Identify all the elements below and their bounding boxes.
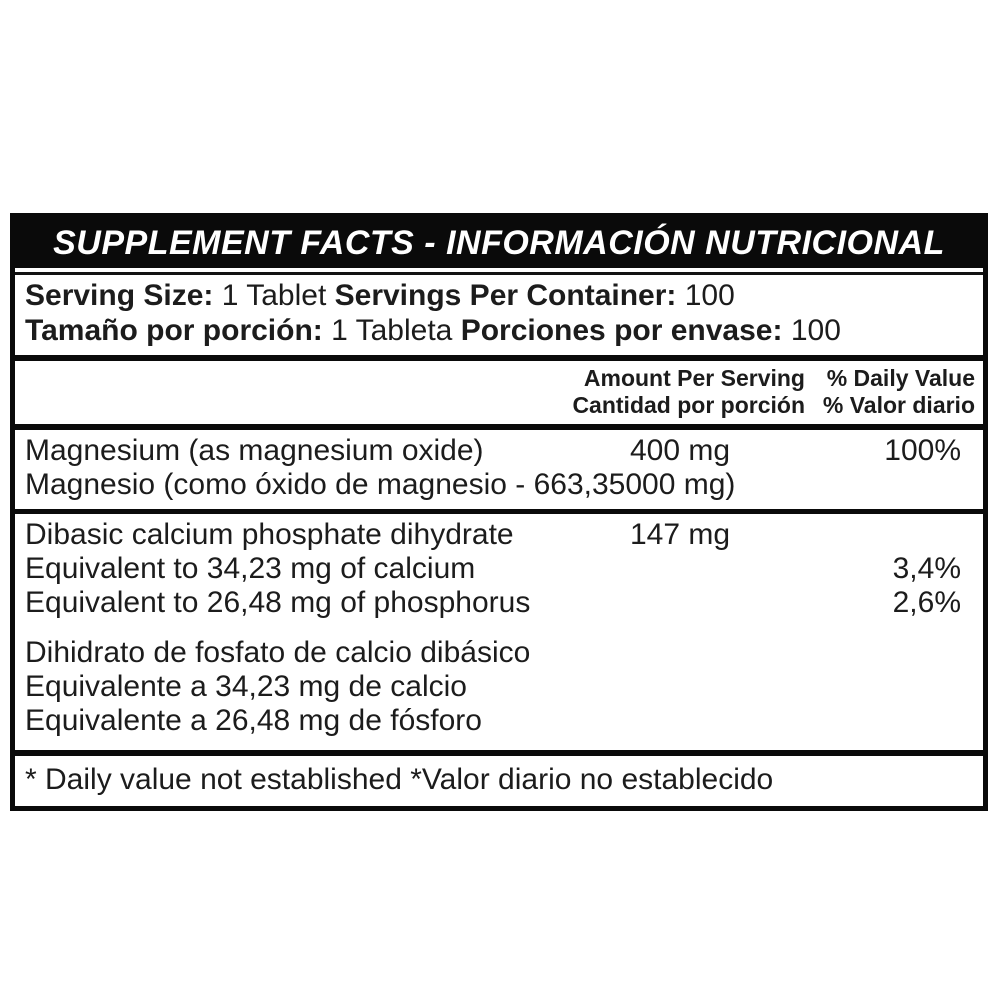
supplement-facts-label: SUPPLEMENT FACTS - INFORMACIÓN NUTRICION… bbox=[10, 213, 988, 811]
nutrient-name: Dihidrato de fosfato de calcio dibásico bbox=[25, 636, 531, 669]
nutrient-line: Magnesio (como óxido de magnesio - 663,3… bbox=[15, 468, 983, 502]
daily-value-header-es: % Valor diario bbox=[822, 392, 975, 418]
servings-per-container-value-en: 100 bbox=[684, 279, 735, 312]
nutrient-amount bbox=[630, 468, 865, 502]
nutrient-daily-value bbox=[865, 518, 983, 552]
label-title: SUPPLEMENT FACTS - INFORMACIÓN NUTRICION… bbox=[53, 223, 945, 262]
servings-per-container-label-es: Porciones por envase: bbox=[460, 314, 783, 347]
nutrient-daily-value bbox=[865, 468, 983, 502]
serving-size-value-en: 1 Tablet bbox=[221, 279, 327, 312]
serving-section: Serving Size: 1 Tablet Servings Per Cont… bbox=[15, 272, 983, 361]
amount-per-serving-header-en: Amount Per Serving bbox=[583, 365, 805, 391]
nutrient-line: Equivalente a 34,23 mg de calcio bbox=[15, 670, 983, 704]
nutrient-amount bbox=[630, 586, 865, 620]
label-title-bar: SUPPLEMENT FACTS - INFORMACIÓN NUTRICION… bbox=[15, 218, 983, 268]
serving-size-label-en: Serving Size: bbox=[25, 279, 214, 312]
servings-per-container-value-es: 100 bbox=[790, 314, 841, 347]
nutrient-name: Equivalente a 26,48 mg de fósforo bbox=[25, 704, 482, 737]
nutrient-line: Equivalente a 26,48 mg de fósforo bbox=[15, 704, 983, 738]
nutrient-amount bbox=[630, 552, 865, 586]
nutrient-daily-value: 2,6% bbox=[892, 586, 961, 619]
amount-per-serving-header-es: Cantidad por porción bbox=[572, 392, 805, 418]
nutrient-daily-value: 100% bbox=[884, 434, 961, 467]
servings-per-container-label-en: Servings Per Container: bbox=[334, 279, 677, 312]
nutrient-name: Equivalente a 34,23 mg de calcio bbox=[25, 670, 467, 703]
column-header-line-es: Cantidad por porción % Valor diario bbox=[15, 392, 983, 419]
serving-line-es: Tamaño por porción: 1 Tableta Porciones … bbox=[25, 313, 973, 348]
nutrient-line: Equivalent to 26,48 mg of phosphorus 2,6… bbox=[15, 586, 983, 620]
nutrient-daily-value: 3,4% bbox=[892, 552, 961, 585]
nutrient-row-magnesium: Magnesium (as magnesium oxide) 400 mg 10… bbox=[15, 430, 983, 514]
nutrient-amount bbox=[630, 704, 865, 738]
nutrient-daily-value bbox=[865, 670, 983, 704]
nutrient-amount bbox=[630, 670, 865, 704]
nutrient-daily-value bbox=[865, 636, 983, 670]
serving-line-en: Serving Size: 1 Tablet Servings Per Cont… bbox=[25, 278, 973, 313]
column-header-line-en: Amount Per Serving % Daily Value bbox=[15, 365, 983, 392]
daily-value-footnote: * Daily value not established *Valor dia… bbox=[25, 763, 774, 796]
nutrient-amount: 400 mg bbox=[630, 434, 731, 467]
language-gap bbox=[15, 620, 983, 636]
serving-size-value-es: 1 Tableta bbox=[331, 314, 453, 347]
nutrient-line: Dihidrato de fosfato de calcio dibásico bbox=[15, 636, 983, 670]
daily-value-header-en: % Daily Value bbox=[826, 365, 975, 391]
nutrient-name: Dibasic calcium phosphate dihydrate bbox=[25, 518, 514, 551]
serving-size-label-es: Tamaño por porción: bbox=[25, 314, 323, 347]
nutrient-name: Equivalent to 34,23 mg of calcium bbox=[25, 552, 476, 585]
nutrient-amount bbox=[630, 636, 865, 670]
nutrient-amount: 147 mg bbox=[630, 518, 731, 551]
nutrient-name: Equivalent to 26,48 mg of phosphorus bbox=[25, 586, 531, 619]
column-headers: Amount Per Serving % Daily Value Cantida… bbox=[15, 361, 983, 430]
nutrient-name: Magnesium (as magnesium oxide) bbox=[25, 434, 484, 467]
nutrient-row-calcium-phosphate: Dibasic calcium phosphate dihydrate 147 … bbox=[15, 514, 983, 756]
nutrient-line: Magnesium (as magnesium oxide) 400 mg 10… bbox=[15, 434, 983, 468]
nutrient-line: Equivalent to 34,23 mg of calcium 3,4% bbox=[15, 552, 983, 586]
nutrient-daily-value bbox=[865, 704, 983, 738]
nutrient-line: Dibasic calcium phosphate dihydrate 147 … bbox=[15, 518, 983, 552]
nutrient-name: Magnesio (como óxido de magnesio - 663,3… bbox=[25, 468, 736, 501]
